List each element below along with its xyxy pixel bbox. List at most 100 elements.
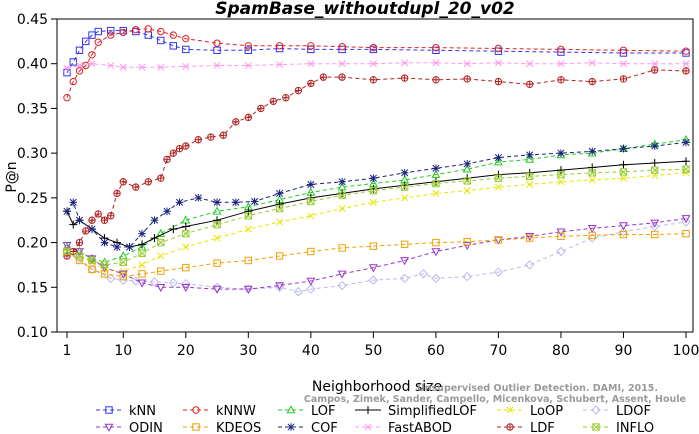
data-point-ldf [63,252,71,260]
data-point-ldf [244,113,253,122]
data-point-fastabod [557,60,565,68]
legend-marker-kdeos [192,423,200,431]
legend-item-kdeos: KDEOS [183,421,261,434]
data-point-simplifiedlof [431,177,440,186]
data-point-inflo [307,197,315,206]
legend-marker-odin [104,423,114,432]
data-point-ldof [337,280,347,291]
data-point-fastabod [494,59,502,67]
series-line-fastabod [66,62,686,69]
series-odin [62,215,691,294]
data-point-simplifiedlof [338,189,347,198]
data-point-ldof [293,287,304,297]
data-point-ldf [182,142,190,150]
data-point-ldf [88,216,96,224]
data-point-cof [588,147,597,156]
data-point-knn [619,49,628,57]
data-point-ldf [257,104,265,113]
data-point-kdeos [88,265,96,274]
data-point-inflo [119,258,127,266]
data-point-knn [169,42,177,50]
data-point-knnw [69,77,77,86]
data-point-ldf [100,216,109,224]
data-point-odin [156,283,166,293]
data-point-ldf [119,178,127,186]
data-point-odin [431,248,441,257]
series-kdeos [63,229,690,281]
data-point-knnw [275,42,284,50]
data-point-knnw [182,34,190,43]
data-point-inflo [619,168,628,176]
legend-marker-loop [506,406,514,414]
data-point-ldof [650,221,660,232]
data-point-ldof [524,260,535,270]
data-point-ldf [369,76,378,84]
data-point-inflo [338,191,346,199]
data-point-ldf [169,149,177,157]
data-point-ldof [493,267,504,277]
data-point-ldf [232,118,240,126]
data-point-ldf [282,93,290,102]
data-point-cof [232,198,240,207]
data-point-cof [100,238,109,247]
data-point-simplifiedlof [619,160,628,169]
data-point-fastabod [432,59,440,67]
data-point-knnw [432,43,440,52]
data-point-loop [182,243,190,251]
legend-label-fastabod: FastABOD [388,421,452,434]
data-point-fastabod [369,60,377,68]
data-point-fastabod [619,60,628,68]
legend-label-simplifiedlof: SimplifiedLOF [388,404,477,419]
data-point-odin [368,264,378,273]
data-point-kdeos [138,270,146,278]
data-point-fastabod [75,61,84,70]
data-point-knn [157,36,165,45]
data-point-odin [243,285,253,294]
data-point-ldf [219,131,228,139]
data-point-knn [63,68,71,77]
data-point-odin [650,219,660,228]
data-point-cof [463,160,471,168]
data-point-cof [525,151,534,159]
data-point-cof [432,164,440,173]
legend: kNN kNNW LOF SimplifiedLOF LoOP LDOF ODIN KDEOS… [96,404,654,434]
x-tick-label: 10 [114,343,132,359]
data-point-knnw [244,42,253,50]
data-point-kdeos [651,230,659,239]
legend-item-lof: LOF [278,404,336,419]
data-point-ldf [82,227,90,235]
watermark-line-1: Unsupervised Outlier Detection. DAMI, 20… [417,383,658,394]
series-line-ldf [66,69,687,257]
legend-label-loop: LoOP [530,404,563,419]
legend-item-fastabod: FastABOD [355,421,452,434]
data-point-kdeos [119,272,127,281]
data-point-cof [557,149,565,157]
y-axis-label: P@n [4,161,20,192]
data-point-kdeos [463,237,471,246]
y-tick-label: 0.10 [17,325,48,341]
data-point-kdeos [369,242,378,250]
data-point-knn [82,37,90,46]
x-tick-label: 60 [427,343,445,359]
legend-marker-inflo [592,423,600,431]
data-point-ldf [432,76,440,84]
data-point-ldf [207,133,215,141]
data-point-odin [275,282,285,291]
legend-marker-simplifiedlof [364,406,372,414]
data-point-simplifiedlof [588,163,597,172]
data-point-fastabod [463,60,471,68]
data-point-cof [163,207,171,216]
data-point-ldf [107,212,115,220]
legend-marker-knn [105,406,113,414]
y-tick-label: 0.25 [17,191,48,207]
data-point-inflo [75,252,84,260]
data-point-fastabod [63,64,71,72]
data-point-ldf [113,189,121,198]
data-point-ldf [194,136,203,144]
data-point-ldf [494,77,503,86]
data-point-odin [75,248,84,257]
data-point-inflo [651,166,659,174]
data-point-ldf [163,155,171,164]
data-point-cof [113,243,121,251]
data-point-inflo [369,187,378,195]
